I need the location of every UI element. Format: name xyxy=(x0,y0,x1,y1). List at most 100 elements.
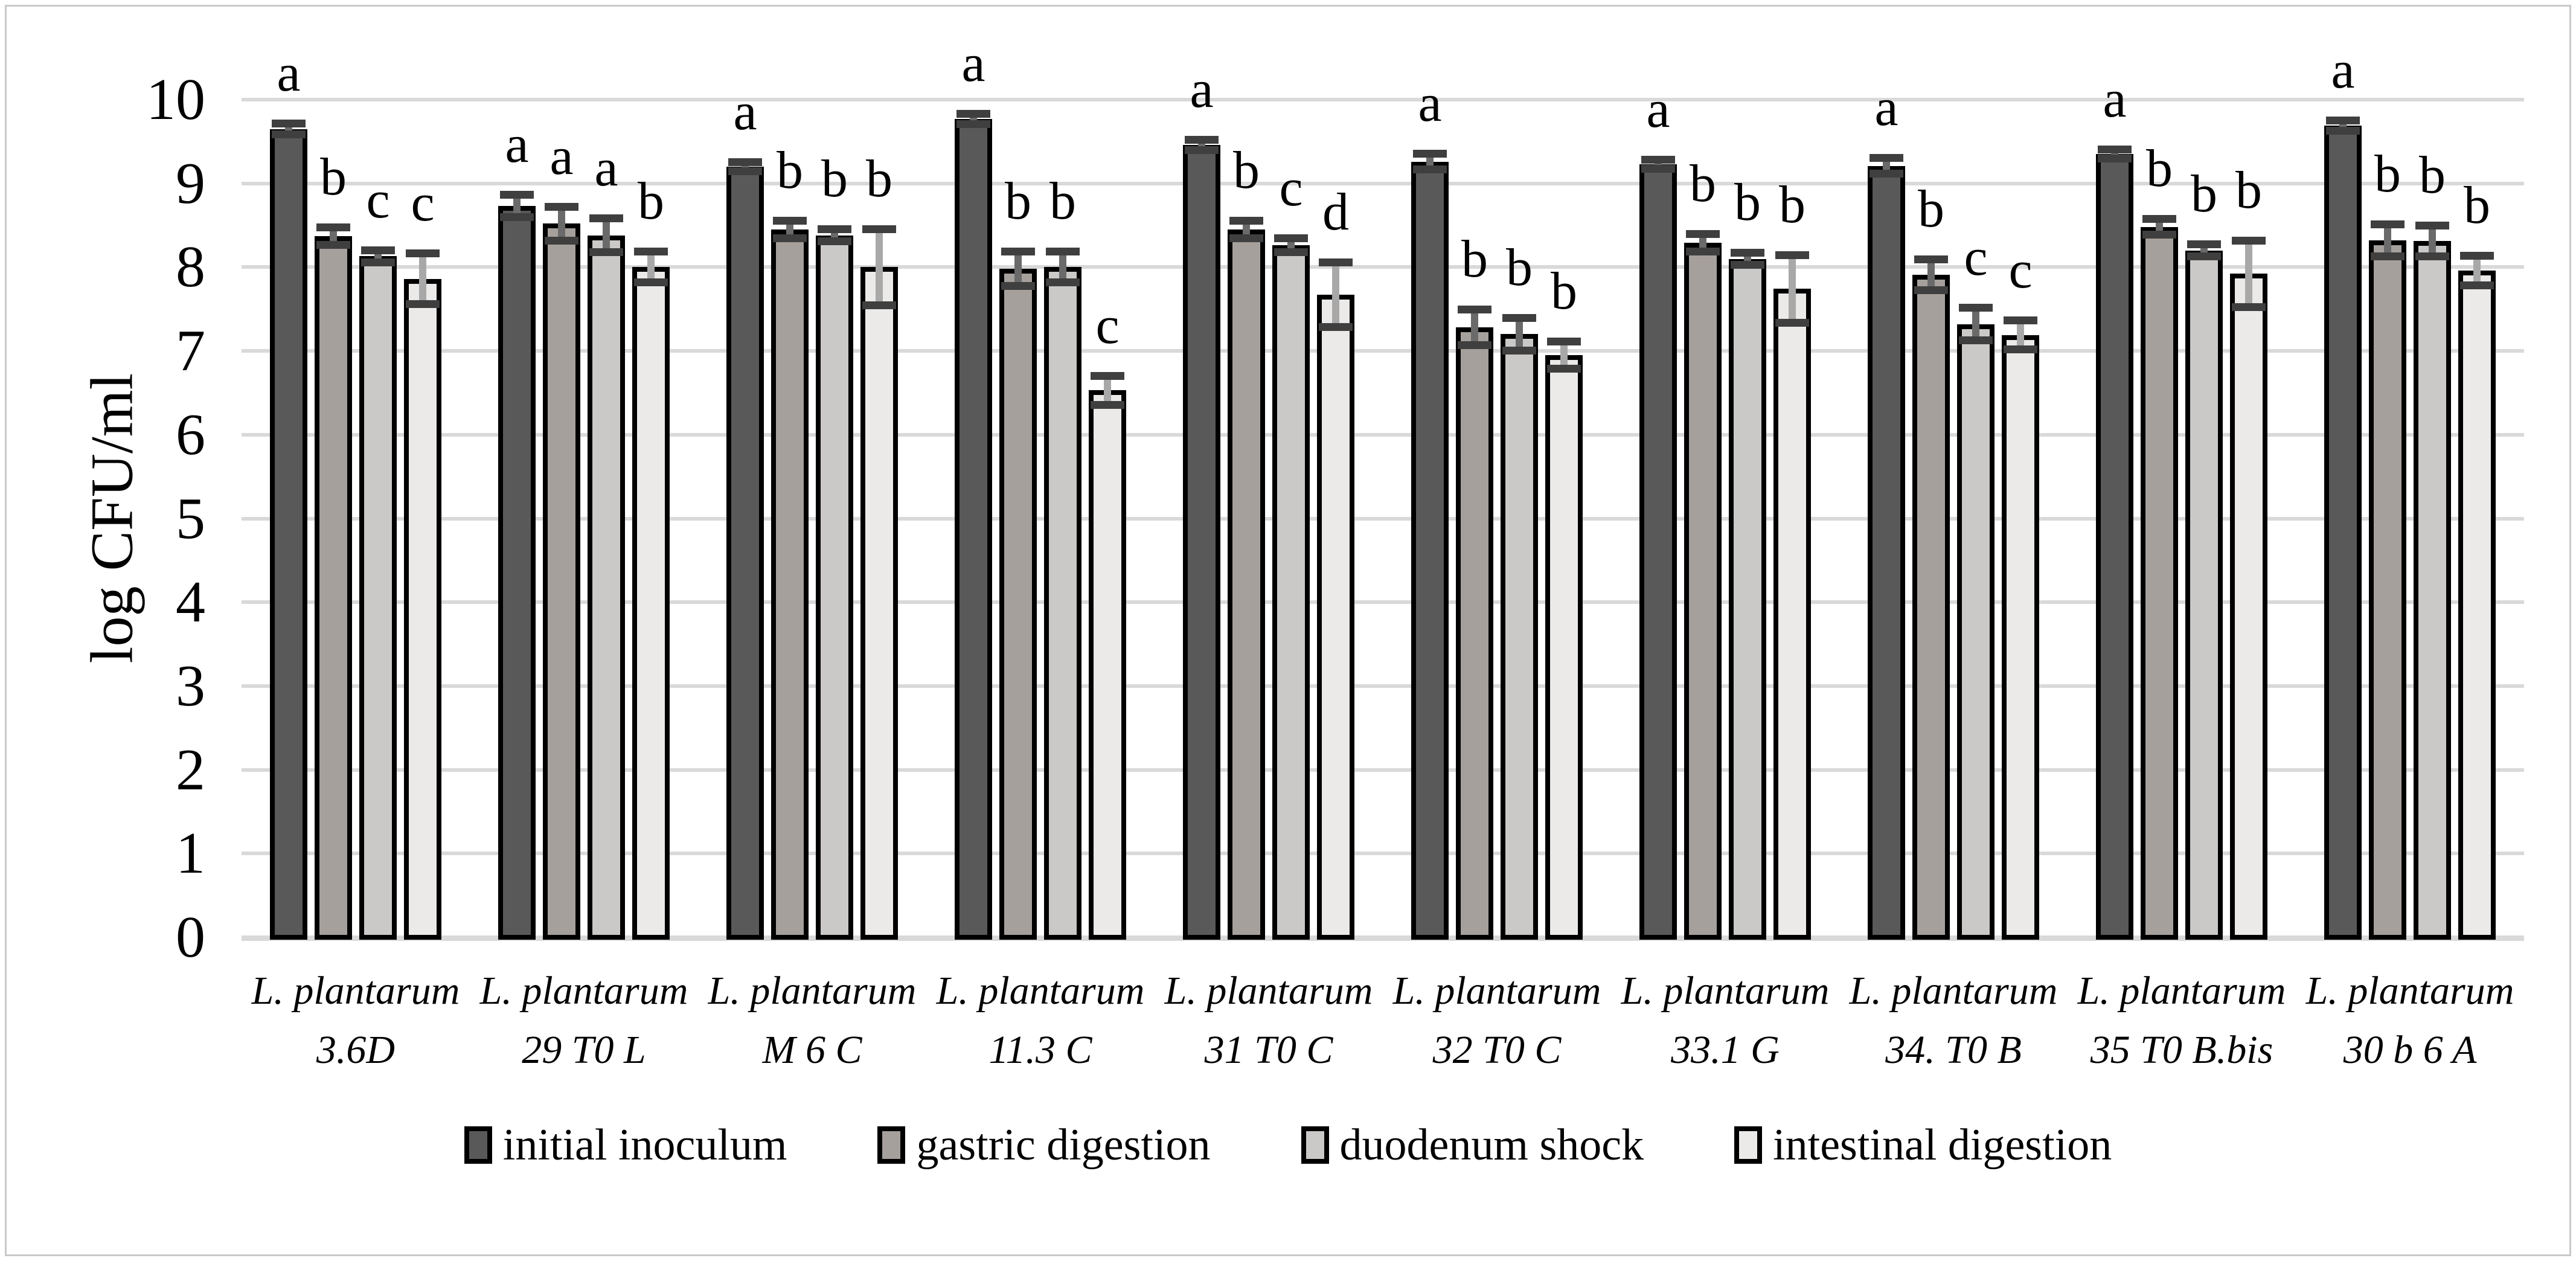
error-bar-cap-top xyxy=(500,191,534,199)
error-bar xyxy=(1789,255,1796,322)
bar xyxy=(1317,295,1354,940)
error-bar-cap-top xyxy=(773,217,807,225)
error-bar-cap-top xyxy=(2371,220,2405,228)
y-tick-label: 9 xyxy=(176,150,205,216)
error-bar-cap-top xyxy=(1458,306,1491,314)
x-axis-category: L. plantarum 31 T0 C xyxy=(1155,961,1383,1080)
error-bar-cap-top xyxy=(1775,251,1809,259)
significance-letter: c xyxy=(2008,241,2033,300)
y-tick-label: 3 xyxy=(176,653,205,719)
bar xyxy=(632,267,670,940)
error-bar xyxy=(2384,224,2391,257)
category-genus: L. plantarum xyxy=(936,969,1145,1013)
significance-letter: a xyxy=(1418,74,1442,133)
category-genus: L. plantarum xyxy=(2305,969,2514,1013)
bar xyxy=(1639,164,1677,940)
error-bar-cap-top xyxy=(1413,150,1447,158)
gridline xyxy=(242,98,2524,101)
error-bar-cap-bottom xyxy=(1641,164,1675,173)
y-tick-label: 10 xyxy=(146,67,205,132)
gridline xyxy=(242,516,2524,521)
x-axis-category: L. plantarum 35 T0 B.bis xyxy=(2068,961,2296,1080)
error-bar-cap-top xyxy=(272,120,306,128)
gridline xyxy=(242,852,2524,856)
bar xyxy=(1228,229,1265,940)
y-tick-label: 6 xyxy=(176,402,205,467)
gridline xyxy=(242,768,2524,772)
x-axis-category: L. plantarum 30 b 6 A xyxy=(2296,961,2524,1080)
bar xyxy=(270,129,307,940)
significance-letter: b xyxy=(1506,239,1533,297)
gridline xyxy=(242,432,2524,437)
error-bar-cap-top xyxy=(1046,248,1080,256)
error-bar-cap-bottom xyxy=(1413,165,1447,174)
error-bar-cap-bottom xyxy=(1686,248,1720,256)
gridline xyxy=(242,265,2524,269)
x-axis-category: L. plantarum 32 T0 C xyxy=(1383,961,1611,1080)
error-bar xyxy=(876,229,883,305)
bar xyxy=(999,269,1037,940)
bar xyxy=(1089,390,1126,940)
error-bar-cap-top xyxy=(361,246,395,254)
error-bar-cap-bottom xyxy=(2371,252,2405,261)
bar xyxy=(1272,245,1310,940)
error-bar-cap-top xyxy=(1001,248,1035,256)
error-bar-cap-bottom xyxy=(589,248,623,257)
significance-letter: a xyxy=(505,115,529,175)
error-bar-cap-bottom xyxy=(1274,248,1308,257)
error-bar-cap-bottom xyxy=(2232,303,2266,311)
significance-letter: a xyxy=(2331,40,2355,100)
error-bar xyxy=(2156,219,2163,235)
significance-letter: d xyxy=(1322,183,1349,242)
bar xyxy=(588,235,625,940)
legend-label: initial inoculum xyxy=(502,1120,787,1170)
significance-letter: b xyxy=(2235,161,2262,220)
bar xyxy=(1545,355,1583,940)
significance-letter: b xyxy=(1233,141,1260,201)
bar xyxy=(1868,165,1905,940)
error-bar-cap-bottom xyxy=(1959,336,1993,345)
significance-letter: b xyxy=(2146,140,2173,199)
error-bar-cap-bottom xyxy=(773,234,807,242)
bar xyxy=(726,166,764,940)
category-strain: 11.3 C xyxy=(988,1028,1092,1072)
significance-letter: a xyxy=(549,127,574,186)
significance-letter: a xyxy=(1874,79,1898,138)
category-genus: L. plantarum xyxy=(479,969,688,1013)
category-strain: 31 T0 C xyxy=(1204,1028,1333,1072)
significance-letter: b xyxy=(866,149,892,208)
error-bar-cap-bottom xyxy=(406,300,440,309)
error-bar-cap-bottom xyxy=(1319,322,1353,331)
error-bar-cap-bottom xyxy=(634,278,668,287)
category-strain: 30 b 6 A xyxy=(2343,1028,2477,1072)
bar xyxy=(1684,243,1722,940)
error-bar-cap-bottom xyxy=(862,301,896,309)
error-bar xyxy=(1699,234,1706,252)
legend-swatch xyxy=(877,1126,906,1164)
significance-letter: a xyxy=(1190,60,1214,119)
category-strain: M 6 C xyxy=(762,1028,862,1072)
error-bar-cap-top xyxy=(316,223,350,232)
legend-item: duodenum shock xyxy=(1301,1121,1644,1169)
category-strain: 29 T0 L xyxy=(522,1028,646,1072)
gridline xyxy=(242,600,2524,605)
bar xyxy=(1044,267,1081,940)
error-bar-cap-top xyxy=(2098,146,2132,154)
error-bar-cap-top xyxy=(2232,237,2266,245)
error-bar xyxy=(2017,321,2024,350)
bar xyxy=(2324,125,2362,940)
error-bar-cap-top xyxy=(2142,215,2176,223)
category-genus: L. plantarum xyxy=(708,969,917,1013)
error-bar-cap-bottom xyxy=(1001,281,1035,290)
error-bar-cap-bottom xyxy=(1914,286,1948,294)
error-bar-cap-bottom xyxy=(1046,278,1080,287)
error-bar-cap-bottom xyxy=(2187,252,2221,261)
error-bar-cap-top xyxy=(1091,371,1124,380)
y-axis-title: log CFU/ml xyxy=(78,373,146,664)
error-bar xyxy=(1972,308,1979,341)
category-genus: L. plantarum xyxy=(2077,969,2286,1013)
error-bar-cap-bottom xyxy=(2098,155,2132,163)
error-bar-cap-bottom xyxy=(818,237,851,246)
error-bar-cap-bottom xyxy=(2004,345,2037,354)
